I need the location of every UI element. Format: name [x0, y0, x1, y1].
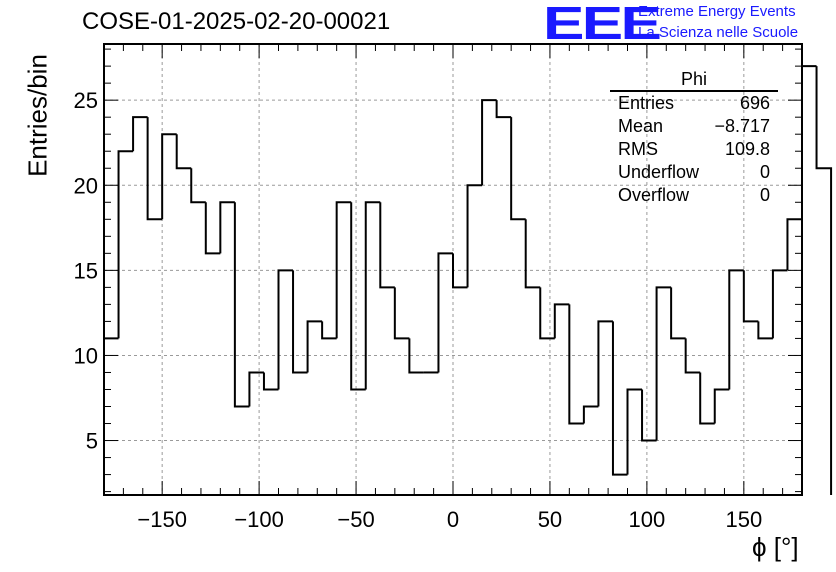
histogram-bin	[292, 270, 308, 374]
stats-row-overflow: Overflow 0	[610, 184, 778, 207]
histogram-bin	[161, 133, 177, 220]
histogram-bin	[495, 100, 512, 119]
histogram-bin	[481, 99, 497, 186]
histogram-bin	[728, 269, 744, 390]
histogram-bin	[670, 287, 686, 340]
histogram-bin	[582, 405, 599, 424]
x-tick-label: −150	[137, 507, 187, 532]
y-tick-label: 5	[86, 429, 98, 454]
stats-value: 696	[739, 93, 770, 113]
plot-title: COSE-01-2025-02-20-00021	[82, 8, 391, 35]
logo-line-2: La Scienza nelle Scuole	[638, 24, 799, 41]
x-tick-label: 0	[447, 507, 459, 532]
histogram-bin	[699, 372, 715, 425]
histogram-bin	[350, 202, 366, 391]
histogram-bin	[568, 304, 584, 425]
histogram-bin	[437, 252, 453, 373]
histogram-bin	[611, 321, 628, 476]
x-axis-label: ϕ [°]	[752, 532, 799, 562]
x-tick-label: 150	[725, 507, 762, 532]
histogram-bin	[262, 372, 279, 391]
y-tick-label: 20	[74, 173, 98, 198]
histogram-bin	[626, 388, 643, 475]
stats-row-mean: Mean −8.717	[610, 115, 778, 138]
stats-row-rms: RMS 109.8	[610, 138, 778, 161]
histogram-bin	[175, 134, 192, 170]
histogram-bin	[553, 303, 570, 339]
histogram-bin	[379, 202, 395, 289]
histogram-bin	[452, 253, 468, 289]
histogram-bin	[335, 201, 352, 339]
stats-value: 109.8	[724, 139, 770, 159]
histogram-bin	[815, 66, 833, 495]
x-tick-label: −50	[337, 507, 374, 532]
histogram-bin	[641, 389, 657, 442]
histogram-bin	[190, 168, 206, 204]
stats-box: Phi Entries 696 Mean −8.717 RMS 109.8 Un…	[610, 68, 778, 207]
histogram-bin	[146, 117, 163, 221]
tick-labels: −150 −100 −50 0 50 100 150 5 10 15 20 25	[74, 88, 763, 532]
y-tick-label: 25	[74, 88, 98, 113]
histogram-bin	[757, 321, 773, 340]
x-tick-label: 100	[629, 507, 666, 532]
histogram-bin	[539, 287, 555, 340]
histogram-bin	[771, 269, 788, 339]
stats-row-underflow: Underflow 0	[610, 161, 778, 184]
histogram-bin	[393, 287, 410, 340]
histogram-bin	[321, 321, 337, 340]
histogram-bin	[103, 337, 119, 495]
eee-logo: EEE	[543, 0, 662, 49]
stats-value: 0	[759, 185, 770, 205]
stats-row-entries: Entries 696	[610, 92, 778, 115]
histogram-bin	[277, 269, 294, 390]
y-tick-label: 15	[74, 258, 98, 283]
histogram-bin	[233, 202, 250, 408]
histogram-bin	[248, 371, 264, 407]
histogram-bin	[117, 150, 134, 339]
stats-label: Overflow	[618, 185, 690, 205]
axis-ticks	[104, 44, 802, 495]
histogram-bin	[306, 320, 323, 373]
histogram-bin	[786, 218, 802, 271]
y-axis-label: Entries/bin	[22, 54, 53, 177]
histogram-bin	[713, 388, 730, 424]
x-tick-label: 50	[538, 507, 562, 532]
stats-label: RMS	[618, 139, 658, 159]
stats-label: Mean	[618, 116, 664, 136]
stats-label: Underflow	[618, 162, 700, 182]
stats-label: Entries	[618, 93, 675, 113]
histogram-bin	[466, 184, 483, 288]
histogram-bin	[132, 116, 148, 152]
histogram-bars	[103, 65, 833, 495]
histogram-bin	[204, 202, 221, 255]
histogram-bin	[408, 338, 424, 374]
x-tick-label: −100	[234, 507, 284, 532]
logo-line-1: Extreme Energy Events	[638, 3, 796, 20]
histogram-bin	[364, 201, 381, 390]
stats-value: 0	[759, 162, 770, 182]
stats-value: −8.717	[714, 116, 770, 136]
histogram-bin	[742, 270, 759, 323]
histogram-bin	[219, 201, 235, 254]
histogram-bin	[655, 286, 672, 441]
histogram-bin	[524, 219, 541, 289]
stats-title: Phi	[610, 68, 778, 92]
histogram-bin	[684, 338, 701, 374]
histogram-bin	[597, 320, 613, 407]
histogram-bin	[510, 117, 526, 221]
histogram-bin	[801, 65, 817, 220]
y-tick-label: 10	[74, 343, 98, 368]
